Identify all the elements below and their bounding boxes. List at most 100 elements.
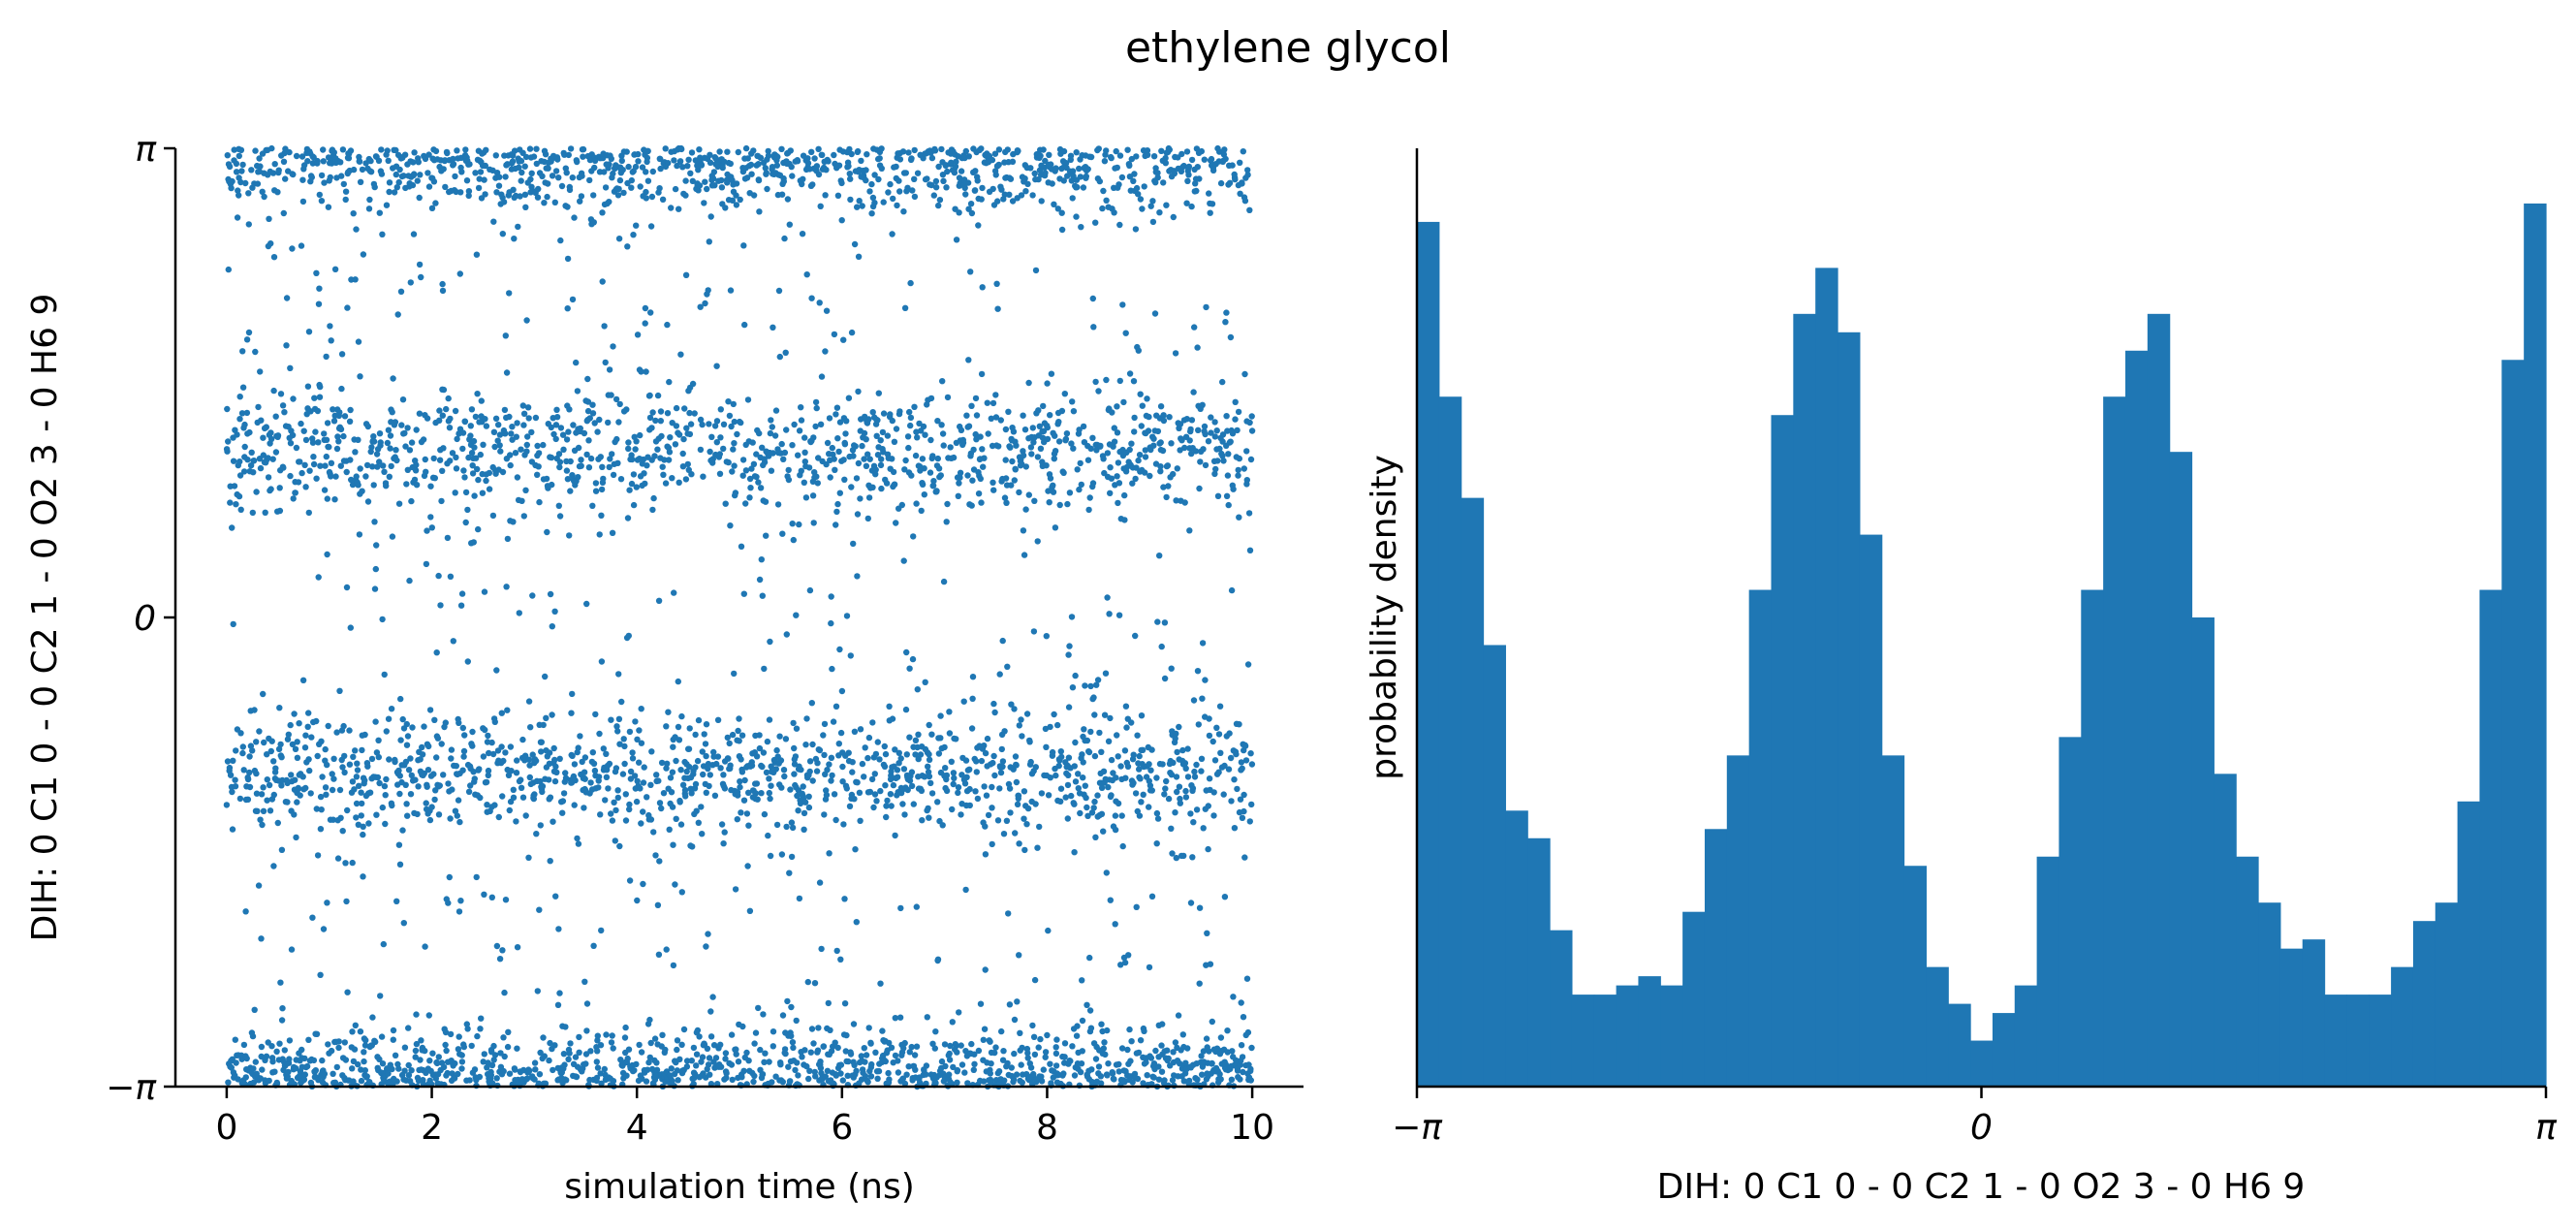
scatter-point (982, 966, 989, 973)
scatter-point (1185, 163, 1193, 171)
scatter-point (587, 779, 594, 786)
scatter-point (638, 368, 644, 375)
scatter-point (615, 419, 622, 426)
scatter-point (656, 858, 663, 865)
scatter-point (412, 776, 419, 783)
scatter-point (704, 185, 710, 193)
scatter-point (731, 462, 738, 469)
scatter-point (694, 757, 702, 765)
scatter-point (407, 279, 414, 286)
scatter-point (650, 829, 657, 836)
scatter-point (828, 619, 834, 627)
scatter-point (300, 427, 307, 434)
scatter-point (637, 431, 644, 439)
scatter-point (951, 774, 958, 781)
scatter-point (850, 1021, 858, 1027)
scatter-point (573, 1073, 581, 1081)
scatter-point (1074, 183, 1081, 191)
scatter-point (638, 706, 644, 712)
scatter-point (1090, 324, 1097, 331)
scatter-point (242, 908, 249, 915)
scatter-point (1132, 226, 1140, 233)
scatter-point (1150, 1060, 1158, 1067)
scatter-point (698, 162, 706, 169)
scatter-point (1108, 792, 1115, 799)
scatter-point (794, 158, 801, 165)
scatter-point (486, 486, 493, 492)
scatter-point (1241, 854, 1248, 861)
scatter-point (1131, 428, 1138, 435)
scatter-point (846, 171, 853, 177)
scatter-point (1227, 333, 1235, 341)
scatter-point (801, 458, 808, 465)
scatter-point (634, 332, 642, 338)
scatter-point (895, 1069, 902, 1076)
scatter-point (513, 433, 519, 440)
scatter-point (430, 178, 438, 185)
scatter-point (913, 1043, 921, 1050)
scatter-point (314, 852, 322, 859)
scatter-point (315, 574, 322, 581)
scatter-point (395, 1065, 402, 1072)
scatter-point (608, 392, 614, 398)
scatter-point (389, 409, 395, 416)
scatter-point (903, 1071, 910, 1078)
scatter-point (962, 757, 970, 764)
scatter-point (829, 772, 835, 779)
scatter-point (696, 146, 703, 153)
scatter-point (335, 1044, 342, 1052)
scatter-point (253, 770, 260, 777)
scatter-point (727, 522, 734, 529)
scatter-point (708, 433, 715, 440)
scatter-point (615, 185, 622, 193)
scatter-point (687, 170, 694, 176)
scatter-point (580, 153, 586, 160)
scatter-point (1023, 711, 1031, 717)
scatter-point (1139, 402, 1147, 409)
scatter-point (1147, 782, 1154, 789)
scatter-point (505, 1028, 512, 1036)
scatter-point (988, 1060, 994, 1067)
scatter-point (1089, 480, 1097, 487)
scatter-point (1007, 809, 1014, 816)
scatter-point (1017, 1029, 1023, 1037)
scatter-point (1093, 681, 1100, 688)
scatter-panel: 0 2 4 6 8 10 −π0π simulation time (ns) DIH: 0… (25, 130, 1304, 1207)
scatter-point (1027, 444, 1035, 451)
scatter-point (502, 897, 510, 903)
scatter-point (267, 747, 274, 755)
scatter-point (1057, 748, 1065, 755)
scatter-point (712, 1055, 720, 1061)
scatter-point (757, 154, 765, 161)
scatter-point (717, 1041, 724, 1049)
scatter-point (998, 745, 1006, 753)
scatter-point (246, 769, 253, 776)
scatter-point (632, 446, 639, 453)
scatter-point (384, 439, 392, 447)
scatter-point (911, 146, 918, 154)
scatter-point (1105, 1060, 1112, 1067)
scatter-point (477, 451, 484, 458)
scatter-point (815, 455, 822, 461)
scatter-point (1133, 903, 1140, 910)
scatter-point (447, 458, 454, 464)
scatter-point (813, 473, 820, 480)
scatter-point (489, 750, 497, 758)
scatter-point (1121, 491, 1128, 499)
scatter-point (561, 1061, 568, 1068)
scatter-point (262, 509, 268, 516)
figure-title: ethylene glycol (1125, 23, 1451, 73)
scatter-point (581, 754, 589, 761)
scatter-point (732, 886, 739, 893)
scatter-points (223, 144, 1256, 1090)
scatter-point (320, 146, 327, 153)
scatter-point (289, 741, 297, 748)
scatter-point (876, 155, 883, 162)
scatter-point (659, 463, 666, 470)
scatter-point (1213, 427, 1220, 434)
scatter-point (643, 1078, 650, 1085)
scatter-point (932, 1080, 939, 1087)
scatter-point (555, 502, 562, 509)
scatter-point (765, 152, 772, 159)
scatter-point (1044, 435, 1052, 443)
